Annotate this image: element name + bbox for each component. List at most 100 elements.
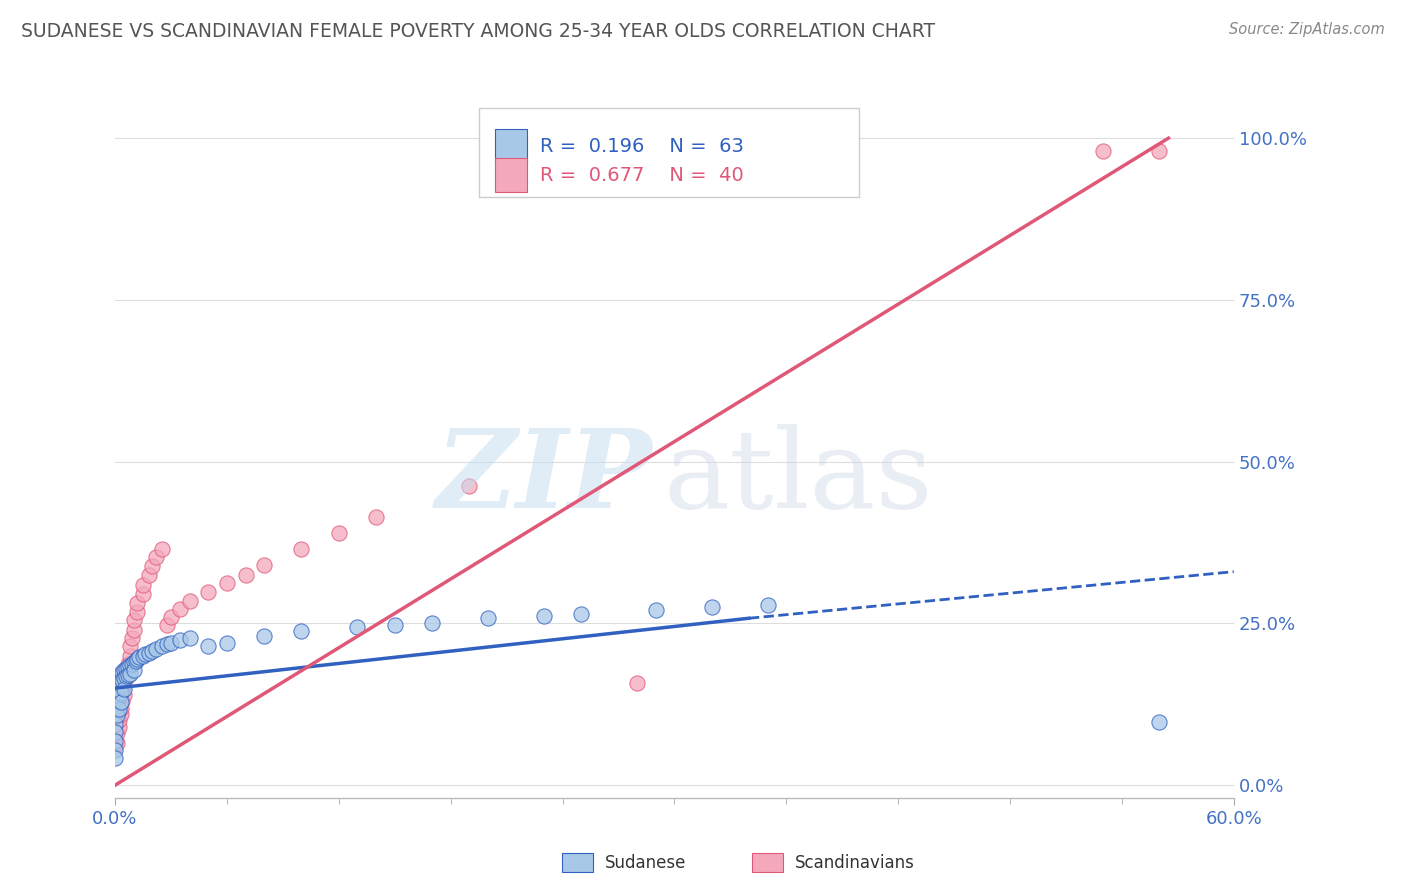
Point [110,706,132,721]
Point [104,734,127,748]
Point [112,682,135,697]
Point [104,751,127,765]
Point [156,617,179,632]
Point [1147,144,1170,158]
Point [122,663,145,677]
Point [104,698,127,712]
Point [533,608,555,623]
Point [107,714,129,728]
Point [122,655,145,669]
Point [169,632,191,647]
Point [253,558,276,573]
Point [1147,714,1170,729]
Point [141,643,163,657]
Point [756,599,779,613]
Text: atlas: atlas [664,425,932,532]
Point [118,639,141,653]
Point [110,700,132,714]
Point [127,605,149,619]
Point [117,668,139,682]
Point [626,676,648,690]
Point [112,672,135,686]
Point [290,624,312,639]
Point [569,607,592,621]
Point [253,629,276,643]
Text: R =  0.677    N =  40: R = 0.677 N = 40 [540,166,744,185]
Text: Source: ZipAtlas.com: Source: ZipAtlas.com [1229,22,1385,37]
Point [104,688,127,702]
Bar [752,853,783,872]
Point [117,657,139,671]
Point [134,648,156,662]
Point [110,686,132,700]
Bar [562,853,593,872]
Point [107,720,129,734]
Point [141,559,163,574]
Point [160,610,183,624]
Point [115,662,138,676]
Bar [495,158,527,192]
Point [104,716,127,731]
Point [197,639,219,653]
Point [328,525,350,540]
Point [105,726,128,740]
Point [105,708,128,723]
Bar [495,129,527,163]
Point [160,636,183,650]
Point [290,541,312,556]
Point [104,742,127,756]
Point [105,674,128,689]
Point [111,665,134,679]
Point [118,658,141,673]
Point [132,587,155,601]
Point [111,694,134,708]
Point [156,637,179,651]
Point [104,739,127,754]
Point [104,725,127,739]
Point [107,680,129,694]
Point [384,617,406,632]
Point [644,603,666,617]
Point [107,702,129,716]
Point [145,550,167,565]
Point [179,594,201,608]
Point [420,616,443,631]
Point [128,650,150,665]
Point [122,623,145,637]
Point [110,678,132,692]
Point [112,678,135,692]
Point [132,577,155,591]
Point [1092,144,1115,158]
Point [215,576,238,591]
Point [179,631,201,645]
Point [169,602,191,616]
Text: Scandinavians: Scandinavians [794,854,914,871]
Point [121,657,143,671]
Point [124,654,146,668]
Point [127,652,149,666]
Point [104,706,127,721]
Text: R =  0.196    N =  63: R = 0.196 N = 63 [540,137,744,156]
Point [107,672,129,686]
Point [145,642,167,657]
Point [132,648,155,663]
Point [112,688,135,702]
Point [110,695,132,709]
Point [118,648,141,663]
Point [105,682,128,697]
Point [121,631,143,645]
Point [105,690,128,705]
Point [107,689,129,703]
Point [150,639,173,653]
Point [458,479,481,493]
Point [105,736,128,750]
Point [477,611,499,625]
Point [115,663,138,677]
Point [197,585,219,599]
Text: SUDANESE VS SCANDINAVIAN FEMALE POVERTY AMONG 25-34 YEAR OLDS CORRELATION CHART: SUDANESE VS SCANDINAVIAN FEMALE POVERTY … [21,22,935,41]
Point [117,660,139,674]
Point [346,620,368,634]
Point [700,600,723,615]
Point [215,636,238,650]
Point [118,666,141,681]
